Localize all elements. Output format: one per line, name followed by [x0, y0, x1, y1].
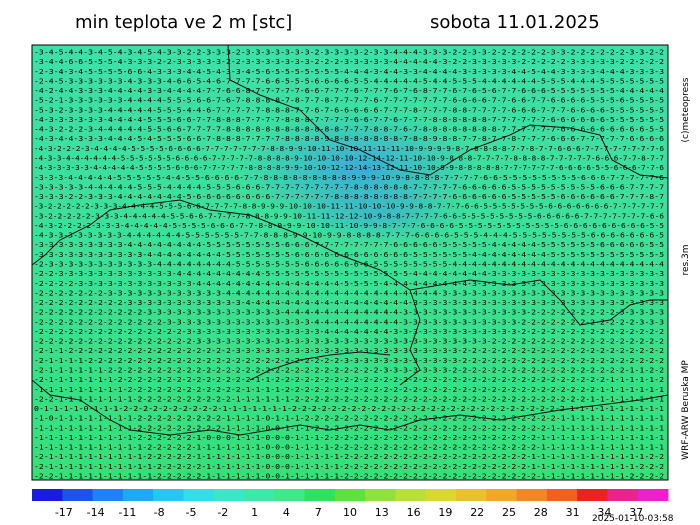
colorbar-tick-label: -5	[186, 506, 197, 519]
value-row: -3-3-3-3-3-3-3-3-3-4-4-4-4-4-4-4-4-5-5-5…	[34, 241, 664, 249]
value-row: -2-2-2-2-2-2-2-2-2-2-2-2-2-2-2-3-3-3-3-3…	[34, 328, 664, 336]
value-row: -4-3-3-3-3-3-3-4-4-4-4-5-5-5-6-6-7-7-8-8…	[34, 116, 664, 124]
colorbar-segment	[274, 489, 306, 501]
value-row: -1-1-1-1-1-1-1-1-1-2-2-2-2-2-2-2-2-2-2-2…	[34, 386, 664, 394]
colorbar-segment	[607, 489, 639, 501]
value-row: -4-3-3-4-4-4-4-4-4-5-5-5-5-5-5-6-6-6-6-7…	[34, 155, 664, 163]
colorbar-tick-label: 4	[283, 506, 290, 519]
colorbar-tick-label: 34	[597, 506, 611, 519]
colorbar-segment	[153, 489, 184, 501]
colorbar-tick-label: 13	[375, 506, 389, 519]
value-row: -2-2-2-2-2-2-2-2-2-2-2-2-2-2-2-2-3-3-3-3…	[34, 338, 664, 346]
colorbar-tick-label: -8	[154, 506, 165, 519]
value-row: -3-3-3-4-4-4-4-4-5-5-5-5-5-4-4-5-5-6-6-6…	[34, 174, 664, 182]
colorbar-segment	[304, 489, 336, 501]
value-row: -2-2-1-1-1-1-1-1-1-1-1-1-2-2-2-2-2-1-1-1…	[34, 473, 664, 481]
value-row: -1-1-1-1-1-1-1-1-1-1-2-2-2-2-2-2-1-0-0-0…	[34, 434, 664, 442]
cold-region	[290, 185, 470, 245]
value-grid: -3-4-5-4-4-3-4-5-4-3-4-5-4-3-3-2-2-3-3-3…	[34, 49, 664, 481]
value-row: -4-2-4-4-3-3-3-4-4-4-4-3-3-4-4-4-4-7-7-6…	[34, 87, 664, 95]
value-row: -3-2-2-2-2-2-3-3-3-4-4-4-4-5-5-5-6-6-7-7…	[34, 203, 664, 211]
value-row: -2-1-1-1-1-1-1-1-1-1-1-2-2-2-2-2-1-1-1-1…	[34, 453, 664, 461]
colorbar-segment	[365, 489, 396, 501]
colorbar-tick-label: 16	[407, 506, 421, 519]
colorbar-tick-label: 22	[470, 506, 484, 519]
value-row: -2-1-1-1-1-1-1-2-2-2-2-2-2-2-2-2-2-2-2-2…	[34, 367, 664, 375]
value-row: -4-3-3-3-3-3-4-4-4-4-4-5-5-5-5-6-6-6-7-7…	[34, 164, 664, 172]
value-row: -3-3-3-2-2-3-3-3-4-4-4-4-4-4-4-5-6-6-6-6…	[34, 193, 664, 201]
colorbar-tick-label: 10	[343, 506, 357, 519]
colorbar-segment	[577, 489, 608, 501]
colorbar-segment	[183, 489, 215, 501]
colorbar-segment	[334, 489, 366, 501]
colorbar-tick-label: -14	[87, 506, 105, 519]
value-row: -4-3-4-4-3-3-3-4-4-4-5-4-5-5-5-6-6-7-8-8…	[34, 135, 664, 143]
value-row: -5-3-2-3-3-3-3-4-4-4-4-4-5-5-5-4-4-6-7-7…	[34, 106, 664, 114]
value-row: -3-4-4-6-6-5-5-5-4-3-3-3-2-2-3-3-3-3-3-2…	[34, 58, 664, 66]
colorbar-segment	[395, 489, 427, 501]
colorbar-tick-label: 28	[534, 506, 548, 519]
borders	[31, 44, 669, 436]
colorbar-segment	[516, 489, 548, 501]
map-title: min teplota ve 2 m [stc]	[75, 12, 292, 33]
value-row: -2-3-4-3-4-5-5-5-5-6-6-4-3-3-3-4-4-5-4-3…	[34, 68, 664, 76]
colorbar-segment	[213, 489, 245, 501]
colorbar-segment	[62, 489, 94, 501]
colorbar-segment	[637, 489, 669, 501]
value-row: -2-3-3-3-3-3-3-3-3-3-3-3-4-4-4-4-4-4-4-4…	[34, 261, 664, 269]
colorbar-tick-label: 1	[251, 506, 258, 519]
colorbar-segment	[32, 489, 63, 501]
colorbar-segment	[122, 489, 154, 501]
value-row: -2-2-3-3-3-3-3-3-3-3-3-3-3-3-4-4-4-4-4-4…	[34, 270, 664, 278]
colorbar-tick-label: 25	[502, 506, 516, 519]
value-row: -2-2-2-2-2-2-2-2-2-2-2-2-2-3-3-3-3-3-3-3…	[34, 318, 664, 326]
colorbar-segment	[456, 489, 487, 501]
colorbar-tick-label: 19	[438, 506, 452, 519]
value-row: -2-2-1-1-1-1-1-1-1-1-2-2-2-2-2-2-2-2-2-2…	[34, 395, 664, 403]
value-row: -2-2-2-2-2-2-2-2-2-2-2-3-3-3-3-3-3-3-3-3…	[34, 309, 664, 317]
value-row: -2-1-1-1-1-2-2-2-2-2-2-2-2-2-2-2-2-2-2-2…	[34, 357, 664, 365]
value-row: -1-1-1-1-1-1-1-1-1-1-1-2-2-2-2-2-1-1-1-1…	[34, 444, 664, 452]
colorbar-segment	[546, 489, 578, 501]
value-row: -3-4-5-4-4-3-4-5-4-3-4-5-4-3-3-2-2-3-3-3…	[34, 49, 664, 57]
value-row: -4-3-2-2-2-2-3-3-3-4-4-4-4-4-5-5-5-5-6-6…	[34, 222, 664, 230]
timestamp: 2025-01-10-03:58	[592, 514, 674, 524]
value-row: -2-4-5-3-3-3-3-3-3-4-3-3-3-4-6-6-5-4-6-7…	[34, 77, 664, 85]
value-row: 0-1-1-1-1-0-1-1-1-2-2-2-2-2-2-2-2-2-2-1-…	[34, 405, 664, 413]
colorbar-tick-label: 31	[566, 506, 580, 519]
value-row: -2-2-2-2-3-3-3-3-3-3-3-3-3-3-3-3-4-4-4-4…	[34, 280, 664, 288]
value-row: -2-2-2-2-2-2-2-3-3-3-3-3-3-3-3-3-3-3-3-4…	[34, 289, 664, 297]
value-row: -2-2-2-2-2-2-2-2-2-3-3-3-3-3-3-3-3-3-3-3…	[34, 299, 664, 307]
colorbar-segment	[425, 489, 457, 501]
value-row: -4-3-3-3-3-3-3-3-3-4-4-4-4-4-4-5-5-5-5-5…	[34, 232, 664, 240]
colorbar-segment	[486, 489, 518, 501]
colorbar: -17 -14 -11 -8 -5 -2 1 4 7 10 13 16 19 22 25 28 31 34 37	[32, 489, 669, 519]
value-row: -3-3-3-3-3-3-3-3-3-3-3-4-4-4-4-4-4-4-4-5…	[34, 251, 664, 259]
value-row: -2-1-1-1-1-1-1-1-2-2-2-2-2-2-2-2-2-2-2-2…	[34, 376, 664, 384]
value-row: -3-2-2-2-2-2-3-3-3-4-4-4-4-4-5-5-6-6-7-7…	[34, 212, 664, 220]
value-row: -5-2-1-3-3-3-3-3-3-4-4-4-4-5-5-5-6-6-7-6…	[34, 97, 664, 105]
value-row: -1-0-1-1-1-1-1-1-1-1-2-2-2-2-2-2-2-2-2-1…	[34, 415, 664, 423]
colorbar-tick-label: -17	[55, 506, 73, 519]
map-date: sobota 11.01.2025	[430, 12, 600, 33]
value-row: -3-3-3-3-3-4-4-4-4-4-5-5-5-4-4-4-4-5-5-5…	[34, 183, 664, 191]
value-row: -4-3-2-2-2-3-4-4-4-4-4-5-5-6-6-7-7-7-7-8…	[34, 126, 664, 134]
value-row: -4-3-2-2-2-3-4-4-4-4-5-5-5-5-6-6-6-6-7-7…	[34, 145, 664, 153]
colorbar-tick-label: -2	[217, 506, 228, 519]
colorbar-tick-label: 7	[315, 506, 322, 519]
value-row: -1-1-1-1-1-1-1-1-1-1-2-2-2-2-2-2-2-2-2-1…	[34, 424, 664, 432]
value-row: -2-1-1-2-2-2-2-2-2-2-2-2-2-2-2-2-2-2-2-2…	[34, 347, 664, 355]
colorbar-segment	[92, 489, 124, 501]
colorbar-segment	[244, 489, 275, 501]
colorbar-tick-label: 37	[629, 506, 643, 519]
copyright-label: (c)meteopress	[681, 77, 691, 142]
resolution-label: res.3m	[681, 244, 691, 275]
colorbar-tick-label: -11	[118, 506, 136, 519]
value-row: -2-1-1-1-1-1-1-1-1-1-1-1-2-2-2-2-2-1-1-1…	[34, 463, 664, 471]
model-label: WRF-ARW Beruska MP	[681, 360, 691, 460]
